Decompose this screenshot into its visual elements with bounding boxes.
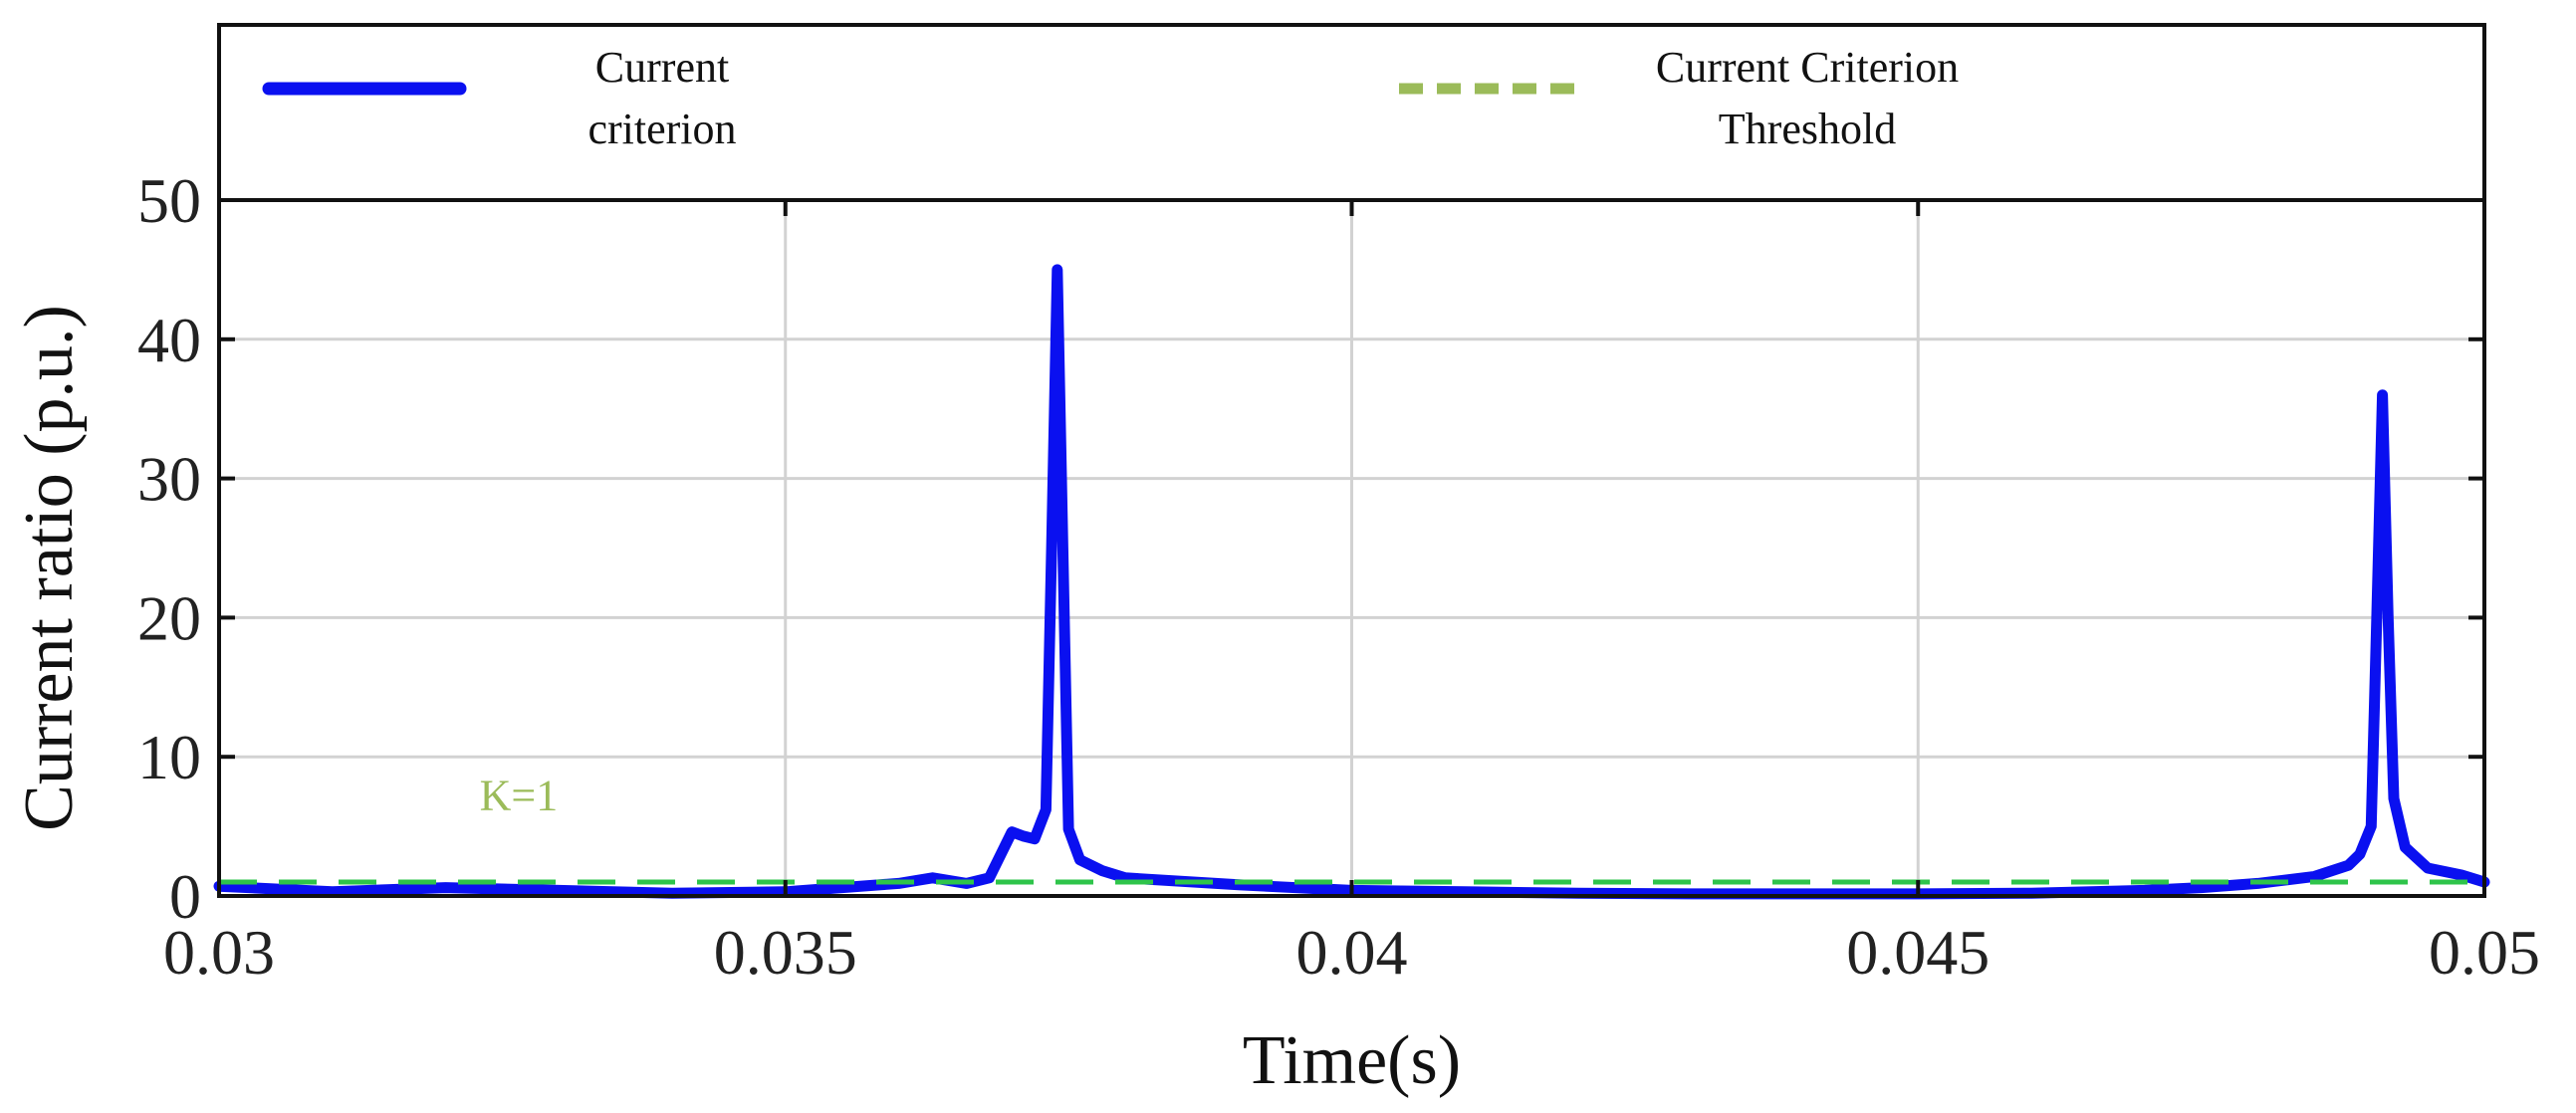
x-tick-label: 0.04 bbox=[1296, 917, 1408, 988]
y-tick-label: 0 bbox=[169, 861, 201, 932]
legend-label-threshold: Current Criterion Threshold bbox=[1656, 43, 1959, 153]
x-tick-label: 0.045 bbox=[1846, 917, 1990, 988]
legend: Current criterion Current Criterion Thresho… bbox=[217, 23, 2486, 202]
legend-label-line: Threshold bbox=[1719, 105, 1896, 153]
y-tick-label: 30 bbox=[137, 444, 201, 515]
y-axis-title: Current ratio (p.u.) bbox=[11, 305, 88, 831]
x-tick-label: 0.035 bbox=[714, 917, 857, 988]
legend-label-current-criterion: Current criterion bbox=[587, 43, 736, 153]
axes: 0.03 0.035 0.04 0.045 0.05 0 10 20 30 40 50 Time(s)… bbox=[11, 165, 2540, 1099]
annotations: K=1 bbox=[480, 771, 559, 819]
legend-label-line: Current Criterion bbox=[1656, 43, 1959, 92]
legend-box bbox=[217, 23, 2486, 202]
x-axis-title: Time(s) bbox=[1243, 1022, 1461, 1099]
x-tick-label: 0.03 bbox=[163, 917, 275, 988]
y-tick-label: 10 bbox=[137, 722, 201, 792]
y-tick-label: 50 bbox=[137, 165, 201, 236]
y-tick-label: 20 bbox=[137, 582, 201, 653]
y-tick-label: 40 bbox=[137, 305, 201, 375]
grid-lines bbox=[219, 200, 2484, 896]
legend-label-line: Current bbox=[595, 43, 729, 92]
annotation-k-label: K=1 bbox=[480, 771, 559, 819]
series-group bbox=[213, 264, 2490, 900]
x-tick-label: 0.05 bbox=[2429, 917, 2540, 988]
legend-label-line: criterion bbox=[587, 105, 736, 153]
